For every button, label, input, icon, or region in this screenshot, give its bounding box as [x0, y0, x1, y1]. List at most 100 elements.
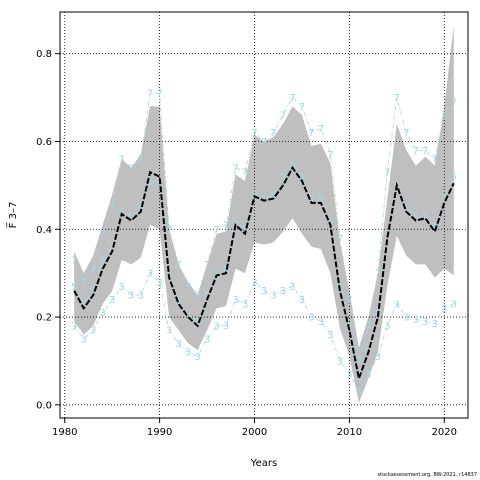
age-marker-5: 5 [90, 286, 96, 297]
age-marker-3: 3 [232, 295, 238, 306]
age-marker-5: 5 [261, 194, 267, 205]
age-marker-5: 5 [280, 172, 286, 183]
y-tick-label: 0.8 [36, 49, 52, 60]
age-marker-7: 7 [432, 155, 438, 166]
age-marker-5: 5 [147, 176, 153, 187]
age-marker-3: 3 [451, 299, 457, 310]
y-tick-label: 0.2 [36, 313, 52, 324]
age-marker-3: 3 [213, 321, 219, 332]
age-marker-7: 7 [185, 282, 191, 293]
age-marker-5: 5 [451, 172, 457, 183]
confidence-band-layer [74, 25, 454, 403]
age-marker-7: 7 [147, 89, 153, 100]
age-marker-3: 3 [156, 277, 162, 288]
age-marker-7: 7 [194, 291, 200, 302]
age-marker-5: 5 [100, 255, 106, 266]
x-tick-label: 1980 [52, 427, 77, 438]
age-marker-3: 3 [185, 348, 191, 359]
age-line-3 [73, 272, 454, 393]
age-marker-3: 3 [337, 356, 343, 367]
age-marker-3: 3 [299, 295, 305, 306]
age-marker-7: 7 [375, 269, 381, 280]
age-marker-7: 7 [175, 260, 181, 271]
age-marker-7: 7 [403, 128, 409, 139]
footnote: stockassessment.org, BW-2021, r14837 [377, 472, 477, 478]
estimate-line-layer [73, 165, 455, 383]
age-marker-7: 7 [213, 225, 219, 236]
age-marker-5: 5 [403, 203, 409, 214]
age-marker-7: 7 [413, 146, 419, 157]
y-axis-title: F̅ 3–7 [6, 202, 19, 229]
age-marker-3: 3 [251, 277, 257, 288]
age-marker-3: 3 [280, 286, 286, 297]
age-marker-7: 7 [156, 89, 162, 100]
age-marker-5: 5 [223, 264, 229, 275]
age-marker-7: 7 [356, 356, 362, 367]
x-axis-title: Years [250, 458, 277, 469]
age-marker-3: 3 [100, 308, 106, 319]
age-marker-3: 3 [90, 326, 96, 337]
age-marker-5: 5 [422, 212, 428, 223]
age-marker-5: 5 [318, 194, 324, 205]
age-marker-7: 7 [270, 128, 276, 139]
age-marker-3: 3 [289, 282, 295, 293]
age-marker-7: 7 [394, 93, 400, 104]
age-marker-5: 5 [81, 299, 87, 310]
age-marker-5: 5 [71, 282, 77, 293]
age-marker-3: 3 [403, 313, 409, 324]
age-marker-3: 3 [81, 334, 87, 345]
age-marker-7: 7 [422, 146, 428, 157]
age-marker-7: 7 [100, 229, 106, 240]
age-marker-3: 3 [71, 321, 77, 332]
age-marker-5: 5 [413, 212, 419, 223]
age-marker-5: 5 [270, 190, 276, 201]
age-marker-3: 3 [204, 334, 210, 345]
age-marker-5: 5 [299, 172, 305, 183]
age-marker-7: 7 [261, 137, 267, 148]
age-marker-3: 3 [441, 304, 447, 315]
age-marker-7: 7 [81, 277, 87, 288]
age-marker-7: 7 [337, 234, 343, 245]
age-marker-5: 5 [327, 216, 333, 227]
age-marker-3: 3 [242, 299, 248, 310]
age-marker-5: 5 [432, 223, 438, 234]
age-marker-3: 3 [109, 295, 115, 306]
age-marker-7: 7 [308, 128, 314, 139]
age-marker-3: 3 [166, 326, 172, 337]
age-marker-7: 7 [242, 168, 248, 179]
age-marker-3: 3 [137, 291, 143, 302]
age-marker-7: 7 [280, 111, 286, 122]
age-marker-3: 3 [261, 286, 267, 297]
age-marker-3: 3 [422, 317, 428, 328]
axes-layer: 1980 1990 2000 2010 2020 0.0 0.2 0.4 0.6 0.8 [36, 11, 469, 438]
age-marker-7: 7 [232, 163, 238, 174]
age-marker-3: 3 [375, 352, 381, 363]
age-marker-3: 3 [365, 370, 371, 381]
age-marker-3: 3 [327, 330, 333, 341]
age-marker-3: 3 [356, 387, 362, 398]
age-marker-7: 7 [137, 155, 143, 166]
x-tick-label: 2010 [337, 427, 362, 438]
age-marker-7: 7 [365, 321, 371, 332]
age-marker-7: 7 [327, 150, 333, 161]
age-marker-5: 5 [308, 194, 314, 205]
age-marker-5: 5 [232, 216, 238, 227]
x-tick-label: 2020 [432, 427, 457, 438]
age-marker-3: 3 [413, 315, 419, 326]
age-marker-5: 5 [251, 190, 257, 201]
age-marker-7: 7 [346, 295, 352, 306]
age-marker-7: 7 [299, 102, 305, 113]
age-marker-5: 5 [175, 295, 181, 306]
age-marker-7: 7 [90, 264, 96, 275]
age-marker-5: 5 [365, 343, 371, 354]
age-marker-5: 5 [213, 269, 219, 280]
age-marker-3: 3 [118, 282, 124, 293]
y-tick-label: 0.4 [36, 225, 52, 236]
age-marker-3: 3 [384, 321, 390, 332]
age-marker-5: 5 [194, 317, 200, 328]
age-marker-3: 3 [432, 319, 438, 330]
y-tick-label: 0.0 [36, 400, 52, 411]
estimate-line [73, 165, 455, 383]
age-marker-7: 7 [118, 155, 124, 166]
